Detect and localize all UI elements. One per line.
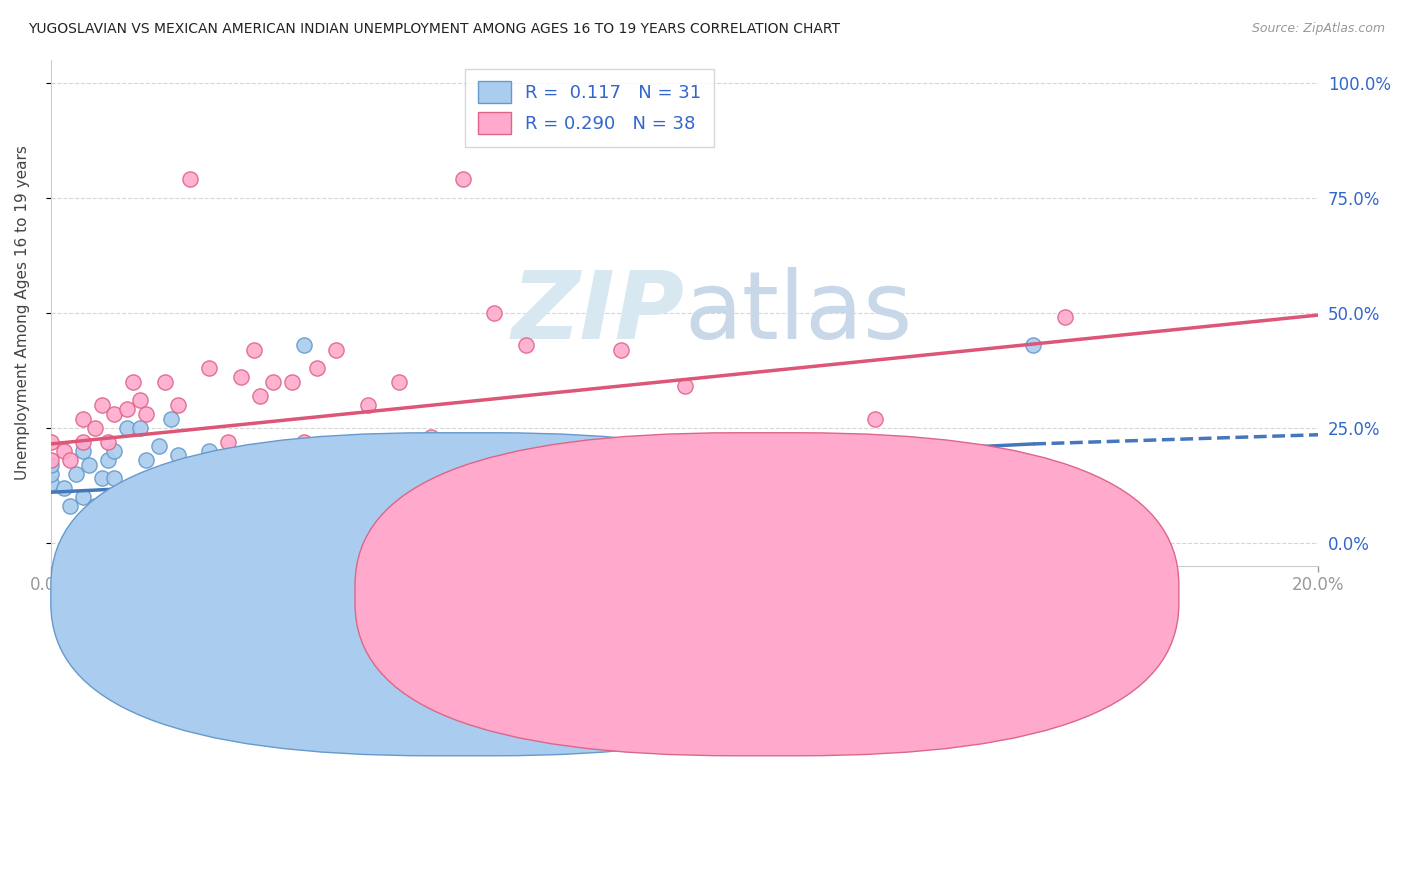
- Point: [153, 375, 176, 389]
- Point: [52, 443, 75, 458]
- Point: [262, 375, 284, 389]
- FancyBboxPatch shape: [356, 433, 1178, 756]
- Point: [229, 370, 252, 384]
- Text: Source: ZipAtlas.com: Source: ZipAtlas.com: [1251, 22, 1385, 36]
- Point: [249, 389, 271, 403]
- Point: [229, 449, 252, 463]
- Point: [420, 430, 443, 444]
- Point: [153, 471, 176, 485]
- Text: Yugoslavians: Yugoslavians: [513, 585, 620, 603]
- Point: [72, 490, 94, 504]
- Point: [217, 434, 239, 449]
- Point: [59, 499, 82, 513]
- Point: [59, 453, 82, 467]
- Point: [90, 398, 112, 412]
- Point: [97, 453, 120, 467]
- Point: [198, 453, 221, 467]
- Point: [103, 471, 125, 485]
- Point: [72, 434, 94, 449]
- Point: [72, 411, 94, 425]
- Text: atlas: atlas: [685, 267, 912, 359]
- Point: [451, 172, 474, 186]
- Point: [135, 407, 157, 421]
- Point: [166, 449, 188, 463]
- Point: [1053, 310, 1076, 325]
- Point: [179, 172, 201, 186]
- Point: [673, 379, 696, 393]
- Point: [388, 375, 411, 389]
- Point: [122, 375, 145, 389]
- Point: [515, 338, 537, 352]
- Point: [65, 467, 87, 481]
- Legend: R =  0.117   N = 31, R = 0.290   N = 38: R = 0.117 N = 31, R = 0.290 N = 38: [465, 69, 714, 147]
- Point: [128, 393, 150, 408]
- Point: [990, 504, 1012, 518]
- Point: [141, 481, 163, 495]
- Point: [39, 434, 62, 449]
- Point: [135, 453, 157, 467]
- Point: [115, 402, 138, 417]
- Text: Mexican American Indians: Mexican American Indians: [811, 585, 1029, 603]
- Text: YUGOSLAVIAN VS MEXICAN AMERICAN INDIAN UNEMPLOYMENT AMONG AGES 16 TO 19 YEARS CO: YUGOSLAVIAN VS MEXICAN AMERICAN INDIAN U…: [28, 22, 841, 37]
- Point: [39, 458, 62, 472]
- Point: [280, 375, 302, 389]
- Point: [166, 398, 188, 412]
- Point: [39, 476, 62, 491]
- Point: [863, 411, 886, 425]
- Point: [97, 434, 120, 449]
- FancyBboxPatch shape: [51, 433, 875, 756]
- Point: [292, 338, 315, 352]
- Point: [39, 453, 62, 467]
- Point: [90, 471, 112, 485]
- Point: [305, 361, 328, 376]
- Point: [52, 481, 75, 495]
- Point: [39, 467, 62, 481]
- Point: [103, 443, 125, 458]
- Point: [1022, 338, 1045, 352]
- Point: [72, 443, 94, 458]
- Point: [610, 343, 633, 357]
- Point: [451, 453, 474, 467]
- Point: [179, 462, 201, 476]
- Point: [242, 490, 264, 504]
- Point: [484, 306, 506, 320]
- Point: [84, 499, 107, 513]
- Point: [128, 421, 150, 435]
- Point: [305, 443, 328, 458]
- Point: [77, 458, 100, 472]
- Point: [325, 343, 347, 357]
- Point: [115, 421, 138, 435]
- Point: [242, 343, 264, 357]
- Point: [292, 434, 315, 449]
- Point: [198, 443, 221, 458]
- Point: [103, 407, 125, 421]
- Point: [198, 361, 221, 376]
- Point: [357, 398, 380, 412]
- Y-axis label: Unemployment Among Ages 16 to 19 years: Unemployment Among Ages 16 to 19 years: [15, 145, 30, 480]
- Point: [148, 439, 170, 453]
- Text: ZIP: ZIP: [512, 267, 685, 359]
- Point: [84, 421, 107, 435]
- Point: [160, 411, 183, 425]
